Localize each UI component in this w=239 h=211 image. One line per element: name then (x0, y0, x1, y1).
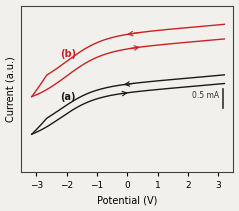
Text: 0.5 mA: 0.5 mA (192, 91, 219, 100)
Text: (a): (a) (60, 92, 76, 102)
Y-axis label: Current (a.u.): Current (a.u.) (5, 56, 16, 122)
Text: (b): (b) (60, 49, 77, 60)
X-axis label: Potential (V): Potential (V) (97, 195, 158, 206)
